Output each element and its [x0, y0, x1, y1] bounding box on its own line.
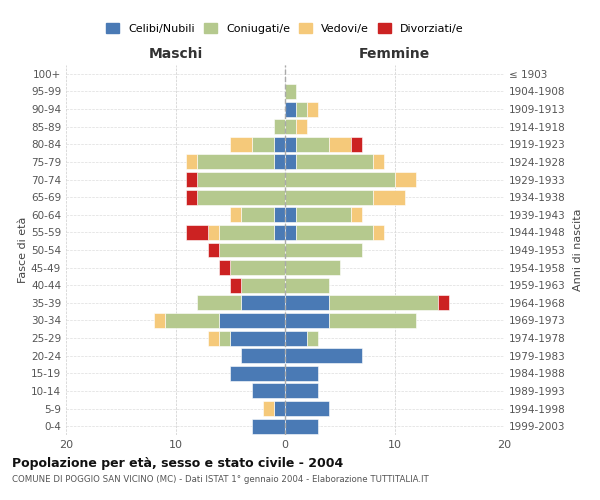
Bar [373, 190, 406, 204]
Bar [329, 313, 416, 328]
Bar [285, 137, 296, 152]
Bar [285, 84, 296, 99]
Bar [285, 260, 340, 275]
Bar [285, 225, 296, 240]
Bar [220, 313, 285, 328]
Legend: Celibi/Nubili, Coniugati/e, Vedovi/e, Divorziati/e: Celibi/Nubili, Coniugati/e, Vedovi/e, Di… [102, 19, 468, 38]
Bar [285, 313, 329, 328]
Bar [208, 242, 220, 258]
Bar [285, 330, 307, 345]
Bar [274, 225, 285, 240]
Bar [285, 296, 329, 310]
Bar [373, 225, 383, 240]
Bar [285, 190, 373, 204]
Bar [187, 190, 197, 204]
Bar [220, 260, 230, 275]
Bar [285, 172, 395, 187]
Bar [220, 242, 285, 258]
Bar [373, 154, 383, 170]
Bar [329, 137, 350, 152]
Bar [263, 401, 274, 416]
Bar [285, 401, 329, 416]
Bar [241, 348, 285, 363]
Y-axis label: Fasce di età: Fasce di età [18, 217, 28, 283]
Bar [296, 119, 307, 134]
Bar [395, 172, 416, 187]
Bar [252, 418, 285, 434]
Bar [296, 208, 350, 222]
Bar [187, 154, 197, 170]
Bar [230, 137, 252, 152]
Bar [187, 172, 197, 187]
Bar [230, 208, 241, 222]
Bar [296, 102, 307, 116]
Bar [285, 242, 362, 258]
Bar [154, 313, 164, 328]
Bar [438, 296, 449, 310]
Bar [197, 190, 285, 204]
Bar [208, 330, 220, 345]
Text: COMUNE DI POGGIO SAN VICINO (MC) - Dati ISTAT 1° gennaio 2004 - Elaborazione TUT: COMUNE DI POGGIO SAN VICINO (MC) - Dati … [12, 475, 429, 484]
Bar [285, 208, 296, 222]
Bar [274, 208, 285, 222]
Bar [285, 102, 296, 116]
Bar [296, 137, 329, 152]
Bar [220, 330, 230, 345]
Bar [197, 154, 274, 170]
Bar [252, 137, 274, 152]
Bar [187, 225, 208, 240]
Bar [307, 102, 318, 116]
Bar [197, 296, 241, 310]
Bar [241, 278, 285, 292]
Bar [220, 225, 274, 240]
Bar [285, 366, 318, 381]
Bar [274, 154, 285, 170]
Bar [274, 401, 285, 416]
Bar [285, 278, 329, 292]
Bar [329, 296, 438, 310]
Bar [350, 208, 362, 222]
Bar [307, 330, 318, 345]
Bar [285, 119, 296, 134]
Bar [285, 348, 362, 363]
Bar [285, 418, 318, 434]
Bar [230, 278, 241, 292]
Bar [208, 225, 220, 240]
Bar [296, 225, 373, 240]
Bar [285, 154, 296, 170]
Text: Popolazione per età, sesso e stato civile - 2004: Popolazione per età, sesso e stato civil… [12, 456, 343, 469]
Bar [241, 296, 285, 310]
Bar [164, 313, 220, 328]
Text: Femmine: Femmine [359, 48, 430, 62]
Bar [274, 137, 285, 152]
Bar [252, 384, 285, 398]
Bar [230, 366, 285, 381]
Bar [241, 208, 274, 222]
Bar [350, 137, 362, 152]
Bar [230, 330, 285, 345]
Y-axis label: Anni di nascita: Anni di nascita [572, 209, 583, 291]
Bar [197, 172, 285, 187]
Bar [296, 154, 373, 170]
Bar [230, 260, 285, 275]
Text: Maschi: Maschi [148, 48, 203, 62]
Bar [274, 119, 285, 134]
Bar [285, 384, 318, 398]
